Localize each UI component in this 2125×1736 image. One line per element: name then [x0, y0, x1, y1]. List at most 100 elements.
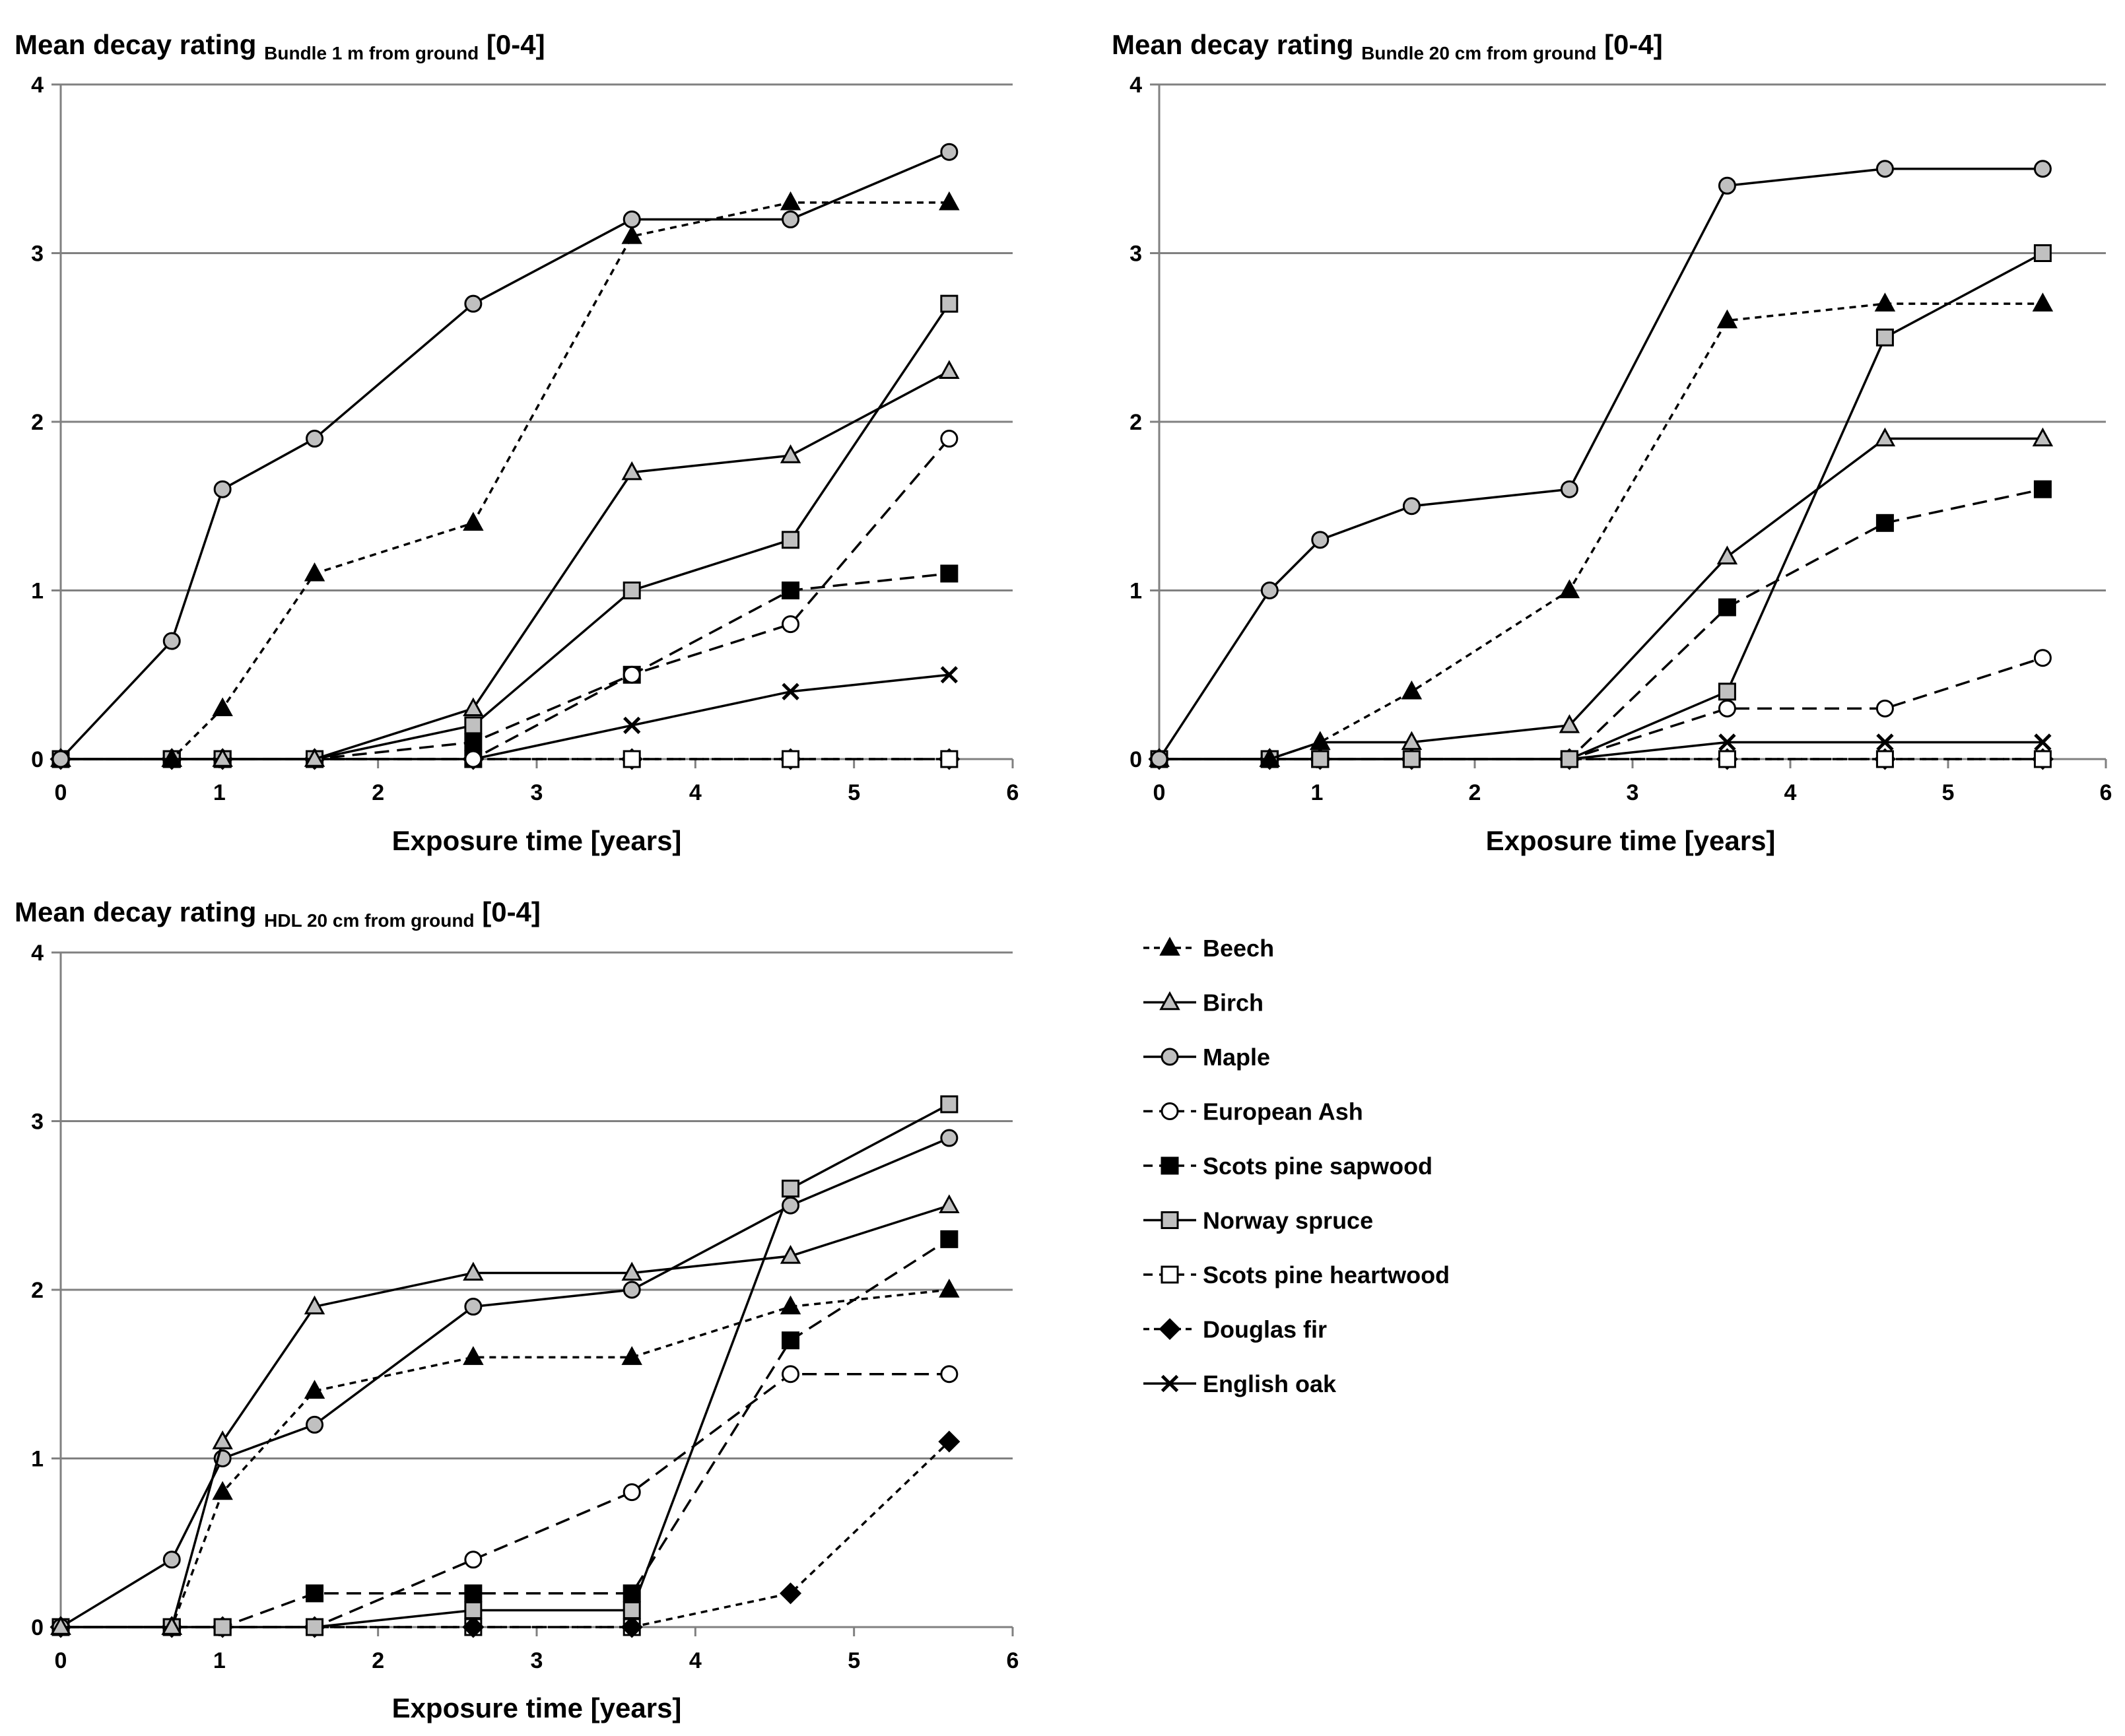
- x-tick-label: 2: [1469, 780, 1481, 805]
- data-point: [1716, 545, 1738, 565]
- data-point: [1875, 750, 1894, 768]
- data-point: [1718, 699, 1736, 718]
- series-line: [61, 303, 951, 760]
- data-point: [940, 294, 959, 313]
- series-ash: [1150, 649, 2052, 768]
- legend-marker: [1161, 1102, 1179, 1120]
- data-point: [2032, 427, 2054, 447]
- data-point: [623, 665, 641, 684]
- data-point: [213, 480, 232, 498]
- x-tick-label: 5: [848, 1648, 860, 1673]
- x-tick-label: 3: [1627, 780, 1639, 805]
- legend-marker: [1159, 1318, 1181, 1341]
- data-point: [782, 1365, 800, 1384]
- legend-label: Scots pine heartwood: [1203, 1261, 1450, 1288]
- data-point: [939, 1279, 960, 1298]
- data-point: [621, 1261, 642, 1281]
- data-point: [304, 748, 325, 767]
- x-tick-label: 1: [213, 780, 226, 805]
- series-pine-sap: [51, 564, 959, 768]
- data-point: [782, 683, 799, 700]
- data-point: [1875, 699, 1894, 718]
- data-point: [621, 225, 642, 244]
- series-birch: [50, 1194, 960, 1635]
- series-spruce: [51, 294, 959, 768]
- series-line: [61, 201, 949, 760]
- data-point: [623, 1281, 641, 1299]
- data-point: [464, 1298, 483, 1316]
- series-line: [1159, 437, 2043, 760]
- data-point: [782, 582, 800, 599]
- data-point: [782, 531, 800, 549]
- y-tick-label: 3: [31, 242, 44, 267]
- y-tick-label: 4: [31, 73, 44, 98]
- series-beech: [1149, 292, 2054, 767]
- data-point: [213, 1618, 232, 1636]
- series-oak: [51, 666, 959, 768]
- data-point: [1875, 328, 1894, 347]
- series-maple: [51, 143, 959, 768]
- series-beech: [50, 191, 960, 767]
- y-tick-label: 0: [1130, 747, 1142, 772]
- data-point: [621, 1616, 643, 1638]
- x-tick-label: 4: [689, 780, 702, 805]
- series-ash: [51, 1365, 959, 1636]
- panel-title: Mean decay rating Bundle 20 cm from grou…: [1112, 29, 1663, 65]
- y-tick-label: 1: [31, 1447, 44, 1472]
- x-tick-label: 4: [1784, 780, 1797, 805]
- data-point: [212, 1481, 233, 1500]
- x-tick-label: 3: [531, 1648, 543, 1673]
- data-point: [1716, 309, 1738, 329]
- data-point: [162, 1551, 181, 1569]
- y-tick-label: 3: [1130, 242, 1142, 267]
- data-point: [782, 210, 800, 228]
- x-tick-label: 0: [1153, 780, 1166, 805]
- data-point: [50, 1616, 71, 1635]
- legend-label: European Ash: [1203, 1098, 1363, 1125]
- data-point: [464, 1551, 483, 1569]
- data-point: [782, 750, 800, 768]
- series-line: [60, 1137, 950, 1628]
- series-line: [1159, 302, 2043, 760]
- data-point: [304, 1380, 325, 1399]
- data-point: [2032, 292, 2054, 312]
- series-maple: [1150, 160, 2052, 768]
- gridlines: [61, 83, 1013, 591]
- series-line: [61, 572, 950, 760]
- data-point: [782, 1331, 800, 1350]
- data-point: [1150, 750, 1168, 768]
- data-point: [1402, 750, 1421, 768]
- data-point: [464, 1601, 483, 1619]
- y-tick-label: 2: [1130, 410, 1142, 435]
- data-point: [939, 1194, 960, 1213]
- x-tick-label: 6: [2100, 780, 2112, 805]
- data-point: [623, 582, 641, 599]
- data-point: [464, 716, 483, 735]
- series-line: [61, 1204, 950, 1628]
- data-point: [1875, 514, 1894, 532]
- data-point: [161, 1616, 182, 1635]
- legend-label: Norway spruce: [1203, 1207, 1373, 1234]
- data-point: [1311, 750, 1330, 768]
- data-point: [939, 360, 960, 380]
- series-layer: [50, 1095, 961, 1638]
- data-point: [1874, 427, 1896, 447]
- data-point: [1402, 497, 1421, 516]
- data-point: [2033, 480, 2052, 498]
- data-point: [780, 1295, 801, 1315]
- series-layer: [1148, 160, 2054, 770]
- data-point: [306, 1584, 324, 1603]
- series-spruce: [1150, 244, 2052, 768]
- y-tick-label: 0: [31, 1615, 44, 1640]
- series-beech: [50, 1279, 960, 1635]
- series-line: [61, 1288, 950, 1628]
- data-point: [940, 750, 959, 768]
- series-line: [61, 673, 950, 760]
- y-tick-label: 1: [1130, 579, 1142, 604]
- data-point: [782, 615, 800, 634]
- series-line: [1159, 251, 2044, 760]
- y-tick-label: 0: [31, 747, 44, 772]
- panel-title: Mean decay rating HDL 20 cm from ground …: [15, 896, 541, 933]
- x-tick-label: 3: [531, 780, 543, 805]
- data-point: [621, 461, 642, 481]
